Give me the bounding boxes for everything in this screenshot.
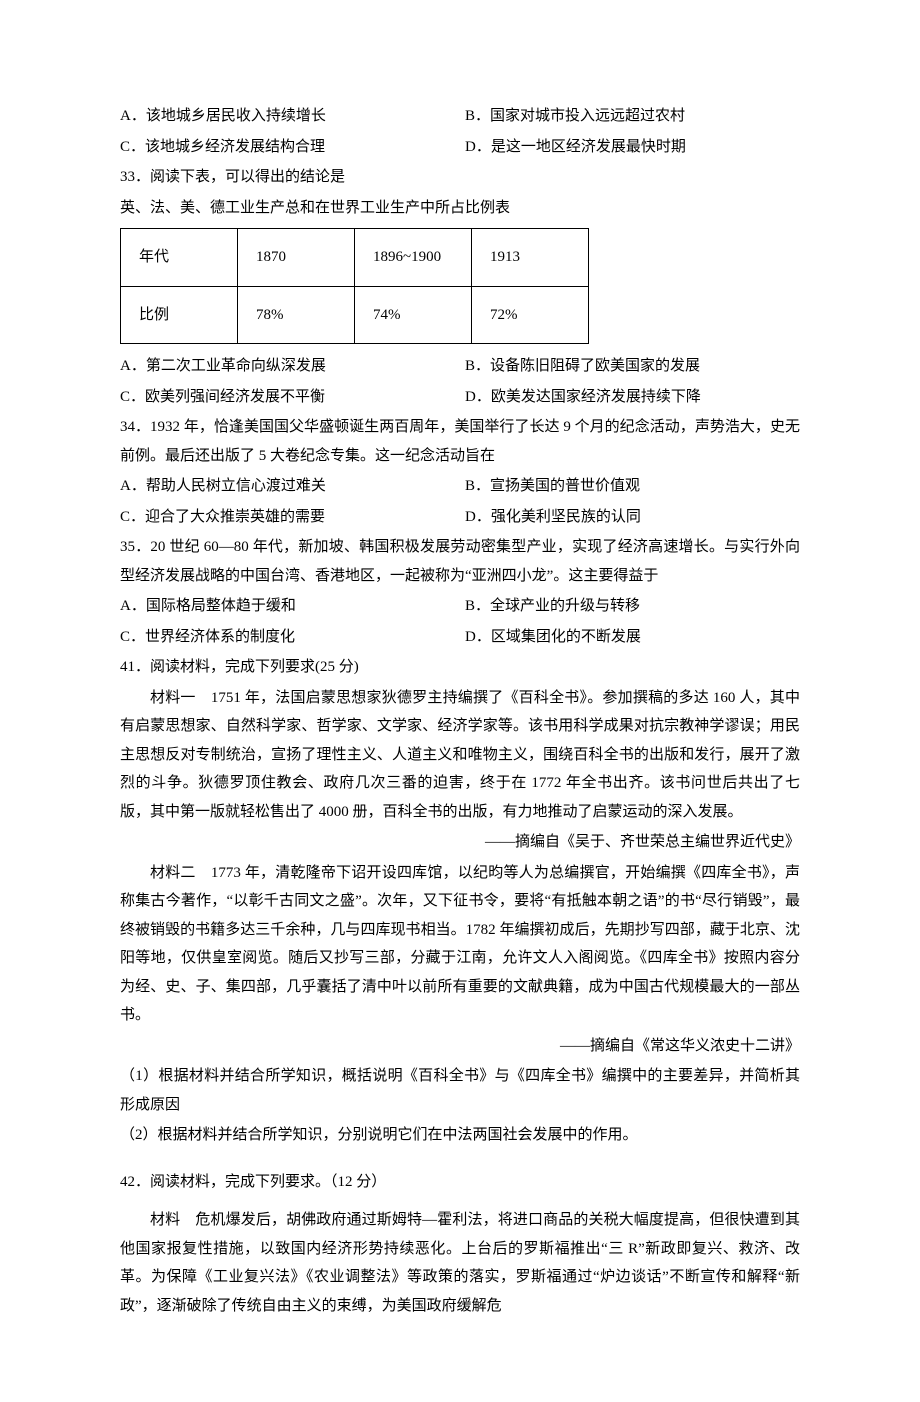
q32-option-c[interactable]: C．该地城乡经济发展结构合理: [120, 133, 465, 162]
q42-material: 材料 危机爆发后，胡佛政府通过斯姆特—霍利法，将进口商品的关税大幅度提高，但很快…: [120, 1206, 800, 1320]
q35-option-d[interactable]: D．区域集团化的不断发展: [465, 623, 800, 652]
table-cell: 1896~1900: [355, 229, 472, 287]
q35-option-a[interactable]: A．国际格局整体趋于缓和: [120, 592, 465, 621]
q34-option-c[interactable]: C．迎合了大众推崇英雄的需要: [120, 503, 465, 532]
q35-stem: 35．20 世纪 60—80 年代，新加坡、韩国积极发展劳动密集型产业，实现了经…: [120, 533, 800, 590]
q41-material-2: 材料二 1773 年，清乾隆帝下诏开设四库馆，以纪昀等人为总编撰官，开始编撰《四…: [120, 859, 800, 1030]
q34-option-d[interactable]: D．强化美利坚民族的认同: [465, 503, 800, 532]
q35-option-b[interactable]: B．全球产业的升级与转移: [465, 592, 800, 621]
table-cell: 1870: [238, 229, 355, 287]
q35-option-c[interactable]: C．世界经济体系的制度化: [120, 623, 465, 652]
table-cell: 72%: [472, 286, 589, 344]
q41-sub-2: （2）根据材料并结合所学知识，分别说明它们在中法两国社会发展中的作用。: [120, 1121, 800, 1150]
q33-option-c[interactable]: C．欧美列强间经济发展不平衡: [120, 383, 465, 412]
q33-stem: 33．阅读下表，可以得出的结论是: [120, 163, 800, 192]
table-cell: 74%: [355, 286, 472, 344]
q41-material-1: 材料一 1751 年，法国启蒙思想家狄德罗主持编撰了《百科全书》。参加撰稿的多达…: [120, 684, 800, 827]
table-cell: 78%: [238, 286, 355, 344]
q42-stem: 42．阅读材料，完成下列要求。（12 分）: [120, 1168, 800, 1197]
q32-option-a[interactable]: A．该地城乡居民收入持续增长: [120, 102, 465, 131]
table-cell: 比例: [121, 286, 238, 344]
q33-option-b[interactable]: B．设备陈旧阻碍了欧美国家的发展: [465, 352, 800, 381]
q33-option-a[interactable]: A．第二次工业革命向纵深发展: [120, 352, 465, 381]
q41-stem: 41．阅读材料，完成下列要求(25 分): [120, 653, 800, 682]
q41-sub-1: （1）根据材料并结合所学知识，概括说明《百科全书》与《四库全书》编撰中的主要差异…: [120, 1062, 800, 1119]
q34-option-b[interactable]: B．宣扬美国的普世价值观: [465, 472, 800, 501]
q33-caption: 英、法、美、德工业生产总和在世界工业生产中所占比例表: [120, 194, 800, 223]
q34-stem: 34．1932 年，恰逢美国国父华盛顿诞生两百周年，美国举行了长达 9 个月的纪…: [120, 413, 800, 470]
table-cell: 1913: [472, 229, 589, 287]
q34-option-a[interactable]: A．帮助人民树立信心渡过难关: [120, 472, 465, 501]
q32-option-d[interactable]: D．是这一地区经济发展最快时期: [465, 133, 800, 162]
q33-option-d[interactable]: D．欧美发达国家经济发展持续下降: [465, 383, 800, 412]
q41-source-2: ——摘编自《常这华义浓史十二讲》: [120, 1032, 800, 1061]
table-cell: 年代: [121, 229, 238, 287]
q41-source-1: ——摘编自《吴于、齐世荣总主编世界近代史》: [120, 828, 800, 857]
q32-option-b[interactable]: B．国家对城市投入远远超过农村: [465, 102, 800, 131]
q33-table: 年代 1870 1896~1900 1913 比例 78% 74% 72%: [120, 228, 589, 344]
